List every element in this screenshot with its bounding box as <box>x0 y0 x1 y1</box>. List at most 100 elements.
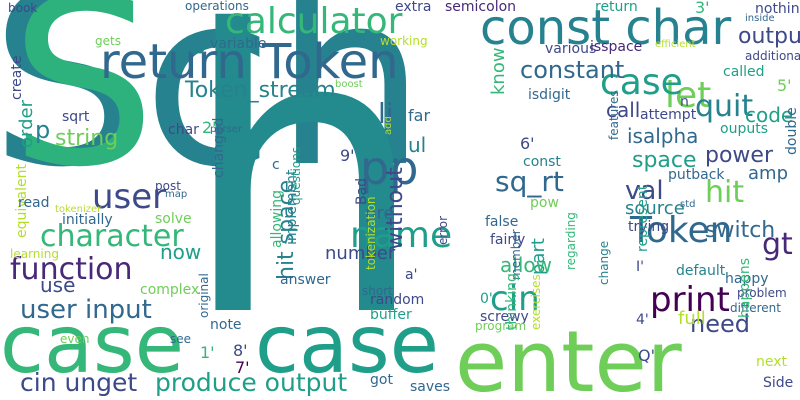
word-note: note <box>210 317 242 333</box>
word-2: 2' <box>202 118 217 137</box>
word-far: far <box>408 106 431 125</box>
word-code: code <box>745 103 794 127</box>
word-buffer: buffer <box>370 307 412 323</box>
word-isspace: isspace <box>590 39 643 55</box>
word-6: 6' <box>520 134 535 153</box>
word-case: case <box>0 298 184 391</box>
word-represent: represent <box>635 184 651 252</box>
word-map: map <box>165 189 188 200</box>
word-default: default <box>676 263 726 279</box>
word-book: book <box>8 1 38 15</box>
word-5: 5' <box>777 76 792 95</box>
word-switch: switch <box>705 218 776 243</box>
word-various: various <box>545 41 597 57</box>
word-saves: saves <box>410 379 451 395</box>
word-const-char: const char <box>480 0 732 56</box>
word-even: even <box>60 332 90 346</box>
word-hit: hit <box>705 175 745 210</box>
word-screwy: screwy <box>480 309 529 325</box>
word-problem: problem <box>737 286 787 300</box>
word-token-stream: Token_stream <box>185 78 336 103</box>
word-isdigit: isdigit <box>528 87 571 103</box>
word-semicolon: semicolon <box>445 0 517 15</box>
word-see: see <box>170 332 192 346</box>
word-constant: constant <box>520 56 625 84</box>
word-cin-unget: cin unget <box>20 368 138 397</box>
word-gt: gt <box>762 227 793 262</box>
word-pp: pp <box>360 141 419 195</box>
word-sqrt: sqrt <box>62 109 90 125</box>
word-trying: trying <box>628 219 670 235</box>
word-call: call <box>606 98 641 122</box>
word-random: random <box>370 292 425 308</box>
word-case: case <box>600 62 683 103</box>
word-quit: quit <box>695 89 754 124</box>
word-called: called <box>723 64 765 80</box>
word-0: 0' <box>480 291 493 307</box>
word-happy: happy <box>725 271 769 287</box>
word-answer: answer <box>280 272 331 288</box>
word-print: print <box>650 280 730 320</box>
word-token: Token <box>630 210 733 251</box>
word-8: 8' <box>233 341 248 360</box>
word-solve: solve <box>155 211 192 227</box>
word-sch: Sch <box>0 0 427 220</box>
word-read: read <box>18 195 50 211</box>
word-produce-output: produce output <box>155 368 348 397</box>
word-9: 9' <box>340 146 355 165</box>
word-variable: variable <box>210 36 267 52</box>
word-output: output <box>738 24 800 49</box>
word-different: different <box>730 301 781 315</box>
word-const: const <box>523 154 561 170</box>
word-function: function <box>10 252 133 287</box>
word-power: power <box>705 143 773 168</box>
word-enter: enter <box>455 313 682 400</box>
word-br: br <box>188 36 209 55</box>
word-p: p <box>35 116 51 144</box>
word-double: double <box>784 107 800 155</box>
word-h: h <box>180 0 428 400</box>
word-know: know <box>488 47 509 95</box>
word-pre: pre <box>365 203 395 224</box>
word-1: 1' <box>200 343 215 362</box>
word-add: add <box>383 116 394 135</box>
word-3: 3' <box>695 0 710 17</box>
word-learning: learning <box>10 247 59 261</box>
word-side: Side <box>763 375 794 391</box>
word-inside: inside <box>745 13 775 24</box>
word-efficient: efficient <box>655 39 696 50</box>
word-string: string <box>55 126 119 151</box>
word-ul: ul <box>408 133 427 157</box>
word-boost: boost <box>335 79 363 90</box>
word-ouputs: ouputs <box>720 121 768 137</box>
word-parser: parser <box>210 124 243 135</box>
word-next: next <box>756 354 788 370</box>
word-complex: complex <box>140 282 200 298</box>
word-s: S <box>10 0 156 218</box>
word-val: val <box>625 176 664 206</box>
word-number: number <box>325 243 396 264</box>
word-fairly: fairly <box>490 232 526 248</box>
word-pow: pow <box>530 195 559 211</box>
word-a: a' <box>405 267 418 283</box>
word-full: full <box>678 308 706 329</box>
word-sq-rt: sq_rt <box>495 165 564 198</box>
word-got: got <box>370 372 393 388</box>
word-let: let <box>665 75 712 116</box>
word-extra: extra <box>395 0 432 15</box>
word-error: error <box>436 215 450 245</box>
word-gets: gets <box>95 34 121 48</box>
word-name: name <box>350 215 453 256</box>
word-isalpha: isalpha <box>627 124 699 148</box>
word-cin: cin <box>490 279 540 319</box>
word-allowing: allowing <box>269 189 285 248</box>
word-char: char <box>168 122 199 138</box>
word-7: 7' <box>235 358 250 377</box>
word-create: create <box>9 55 25 100</box>
word-tokenizer: tokenizer <box>55 204 102 215</box>
word-user-input: user input <box>20 295 152 325</box>
word-case: case <box>255 298 439 391</box>
word-need: need <box>690 310 750 338</box>
word-i: I' <box>636 259 644 275</box>
